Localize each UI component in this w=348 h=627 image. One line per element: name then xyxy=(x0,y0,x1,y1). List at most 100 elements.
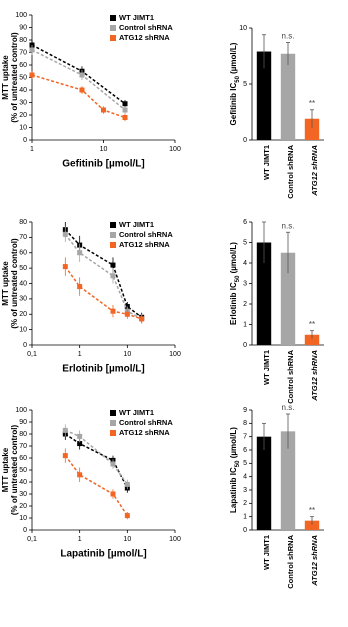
data-point xyxy=(122,115,128,120)
y-tick-label: 30 xyxy=(19,296,27,303)
y-tick-label: 1 xyxy=(243,514,247,521)
y-tick-label: 3 xyxy=(243,487,247,494)
y-tick-label: 80 xyxy=(19,431,27,438)
y-tick-label: 50 xyxy=(19,74,27,81)
legend-label: WT JIMT1 xyxy=(119,408,154,417)
y-tick-label: 2 xyxy=(243,500,247,507)
y-tick-label: 90 xyxy=(19,24,27,31)
legend-label: Control shRNA xyxy=(119,230,173,239)
y-axis-title-part: (µmol/L) xyxy=(229,427,238,461)
bar xyxy=(256,51,272,140)
y-axis-title-part: Gefitinib IC xyxy=(229,83,238,126)
y-tick-label: 20 xyxy=(19,503,27,510)
data-point xyxy=(110,273,116,279)
data-point xyxy=(77,284,83,290)
y-tick-label: 7 xyxy=(243,434,247,441)
y-tick-label: 60 xyxy=(19,250,27,257)
x-tick-label: Control shRNA xyxy=(286,144,295,198)
data-point xyxy=(77,250,83,256)
y-tick-label: 6 xyxy=(243,447,247,454)
data-point xyxy=(77,433,83,439)
data-point xyxy=(62,427,68,433)
y-axis-title: (% of untreated control) xyxy=(10,238,19,329)
annotation: n.s. xyxy=(282,32,295,41)
legend-label: Control shRNA xyxy=(119,418,173,427)
bar xyxy=(304,118,320,140)
series-line xyxy=(64,266,142,320)
y-tick-label: 80 xyxy=(19,219,27,226)
legend-label: Control shRNA xyxy=(119,23,173,32)
y-tick-label: 40 xyxy=(19,479,27,486)
y-tick-label: 30 xyxy=(19,99,27,106)
series-line xyxy=(64,433,128,489)
y-tick-label: 9 xyxy=(243,407,247,414)
series-line xyxy=(31,49,126,111)
legend-swatch xyxy=(110,222,116,228)
y-tick-label: 6 xyxy=(243,219,247,226)
y-tick-label: 70 xyxy=(19,49,27,56)
y-tick-label: 0 xyxy=(23,527,27,534)
y-axis-title: MTT uptake xyxy=(1,447,10,492)
data-point xyxy=(124,481,130,487)
x-tick-label: 1 xyxy=(30,146,34,153)
y-tick-label: 70 xyxy=(19,443,27,450)
x-tick-label: WT JIMT1 xyxy=(262,145,271,180)
y-tick-label: 10 xyxy=(19,124,27,131)
annotation: n.s. xyxy=(282,221,295,230)
bar xyxy=(256,436,272,530)
x-tick-label: ATG12 shRNA xyxy=(310,145,319,197)
legend-swatch xyxy=(110,25,116,31)
y-tick-label: 1 xyxy=(243,321,247,328)
y-tick-label: 100 xyxy=(15,12,27,19)
x-tick-label: 10 xyxy=(123,536,131,543)
x-tick-label: 1 xyxy=(78,536,82,543)
legend-swatch xyxy=(110,15,116,21)
y-tick-label: 70 xyxy=(19,234,27,241)
y-axis-title-part: (µmol/L) xyxy=(229,242,238,276)
y-tick-label: 20 xyxy=(19,311,27,318)
y-tick-label: 80 xyxy=(19,37,27,44)
legend-label: ATG12 shRNA xyxy=(119,33,170,42)
y-tick-label: 2 xyxy=(243,301,247,308)
y-tick-label: 4 xyxy=(243,260,247,267)
legend-swatch xyxy=(110,410,116,416)
y-axis-title-part: 50 xyxy=(235,275,241,282)
x-tick-label: 10 xyxy=(100,146,108,153)
data-point xyxy=(122,107,128,113)
y-axis-title: (% of untreated control) xyxy=(10,32,19,123)
data-point xyxy=(62,453,68,459)
data-point xyxy=(110,308,116,314)
y-axis-title-part: 50 xyxy=(235,460,241,467)
y-tick-label: 20 xyxy=(19,112,27,119)
x-axis-title: Erlotinib [µmol/L] xyxy=(62,364,144,375)
y-tick-label: 0 xyxy=(243,527,247,534)
data-point xyxy=(139,316,145,322)
y-tick-label: 60 xyxy=(19,455,27,462)
data-point xyxy=(122,101,128,107)
data-point xyxy=(29,47,35,53)
x-tick-label: WT JIMT1 xyxy=(262,535,271,570)
y-tick-label: 40 xyxy=(19,87,27,94)
bar xyxy=(280,431,296,530)
y-tick-label: 5 xyxy=(243,460,247,467)
legend-label: ATG12 shRNA xyxy=(119,428,170,437)
y-tick-label: 0 xyxy=(243,137,247,144)
y-tick-label: 4 xyxy=(243,474,247,481)
y-tick-label: 3 xyxy=(243,280,247,287)
x-tick-label: Control shRNA xyxy=(286,349,295,403)
data-point xyxy=(77,472,83,478)
legend-label: WT JIMT1 xyxy=(119,220,154,229)
x-tick-label: ATG12 shRNA xyxy=(310,350,319,402)
bar xyxy=(280,252,296,345)
annotation: ** xyxy=(309,320,315,329)
y-axis-title-part: 50 xyxy=(235,75,241,82)
data-point xyxy=(124,311,130,317)
annotation: ** xyxy=(309,99,315,108)
y-axis-title: (% of untreated control) xyxy=(10,425,19,516)
y-axis-title-part: Lapatinib IC xyxy=(229,467,238,513)
y-tick-label: 5 xyxy=(243,81,247,88)
legend-label: ATG12 shRNA xyxy=(119,240,170,249)
x-tick-label: 1 xyxy=(78,351,82,358)
x-tick-label: 10 xyxy=(123,351,131,358)
